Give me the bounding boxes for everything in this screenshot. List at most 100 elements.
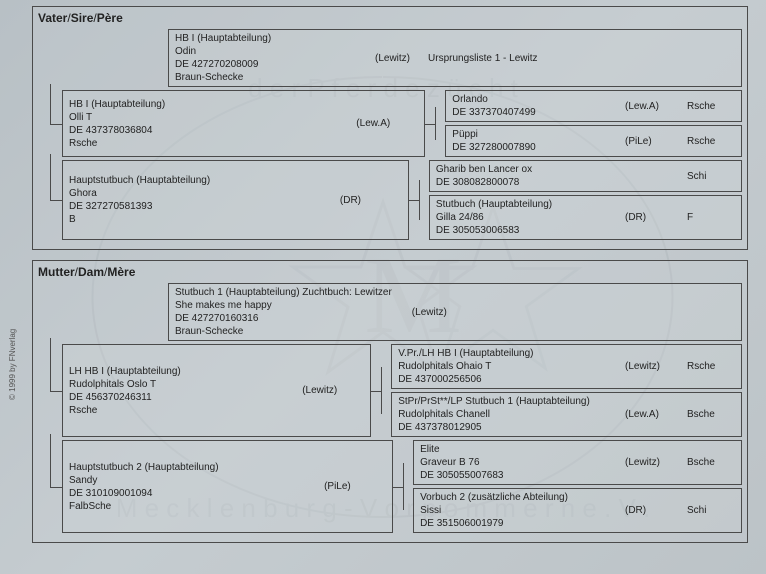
book: Hauptstutbuch (Hauptabteilung) [69,174,239,187]
stud: (Lewitz) [625,457,683,468]
name: Gharib ben Lancer ox [436,163,619,176]
color: FalbSche [69,500,239,513]
color: Rsche [69,404,239,417]
grandparent-box: Hauptstutbuch 2 (Hauptabteilung) Sandy D… [62,440,393,533]
id: DE 427270208009 [175,58,355,71]
color: Braun-Schecke [175,71,355,84]
dam-title: Mutter/Dam/Mère [38,265,135,279]
tree-connector [38,160,62,240]
stud: (Lew.A) [625,101,683,112]
tree-connector [409,160,429,240]
color: Rsche [687,136,735,147]
color: Rsche [69,137,239,150]
great-grandparent-box: Elite Graveur B 76 DE 305055007683 (Lewi… [413,440,742,485]
stud: (Lew.A) [356,118,414,129]
id: DE 337370407499 [452,106,619,119]
stud: (Lewitz) [625,361,683,372]
color: Rsche [687,101,735,112]
title-part: Sire [71,11,94,25]
color: Braun-Schecke [175,325,392,338]
id: DE 351506001979 [420,517,619,530]
name: Püppi [452,128,619,141]
stud: (PiLe) [625,136,683,147]
stud: (Lew.A) [625,409,683,420]
copyright-side-text: © 1999 by FNverlag [8,329,17,400]
name: Rudolphitals Chanell [398,408,619,421]
grandparent-box: Hauptstutbuch (Hauptabteilung) Ghora DE … [62,160,409,240]
tree-connector [38,90,62,157]
tree-connector [425,90,445,157]
color: Schi [687,505,735,516]
id: DE 437378036804 [69,124,239,137]
color: B [69,213,239,226]
id: DE 427270160316 [175,312,392,325]
grandparent-box: HB I (Hauptabteilung) Olli T DE 43737803… [62,90,425,157]
tree-connector [371,344,391,437]
id: DE 437000256506 [398,373,619,386]
book: Stutbuch (Hauptabteilung) [436,198,619,211]
dam-section: Mutter/Dam/Mère Stutbuch 1 (Hauptabteilu… [32,260,748,543]
book: Stutbuch 1 (Hauptabteilung) Zuchtbuch: L… [175,286,392,299]
great-grandparent-box: Orlando DE 337370407499 (Lew.A) Rsche [445,90,742,122]
book: Elite [420,443,619,456]
sire-section: Vater/Sire/Père HB I (Hauptabteilung) Od… [32,6,748,250]
name: Sissi [420,504,619,517]
tree-connector [38,344,62,437]
book: StPr/PrSt**/LP Stutbuch 1 (Hauptabteilun… [398,395,619,408]
id: DE 437378012905 [398,421,619,434]
name: Orlando [452,93,619,106]
id: DE 327270581393 [69,200,239,213]
stud: (DR) [625,212,683,223]
stud: (Lewitz) [302,385,360,396]
id: DE 305053006583 [436,224,619,237]
great-grandparent-box: Stutbuch (Hauptabteilung) Gilla 24/86 DE… [429,195,742,240]
great-grandparent-box: Gharib ben Lancer ox DE 308082800078 Sch… [429,160,742,192]
name: Sandy [69,474,239,487]
id: DE 305055007683 [420,469,619,482]
color: F [687,212,735,223]
book: HB I (Hauptabteilung) [175,32,355,45]
id: DE 327280007890 [452,141,619,154]
stud: (Lewitz) [375,53,410,64]
title-part: Mutter [38,265,75,279]
book: Hauptstutbuch 2 (Hauptabteilung) [69,461,239,474]
great-grandparent-box: V.Pr./LH HB I (Hauptabteilung) Rudolphit… [391,344,742,389]
name: Olli T [69,111,239,124]
dam-box: Stutbuch 1 (Hauptabteilung) Zuchtbuch: L… [168,283,742,341]
id: DE 308082800078 [436,176,619,189]
book: Vorbuch 2 (zusätzliche Abteilung) [420,491,619,504]
color: Schi [687,171,735,182]
stud: (DR) [625,505,683,516]
grandparent-box: LH HB I (Hauptabteilung) Rudolphitals Os… [62,344,371,437]
book: HB I (Hauptabteilung) [69,98,239,111]
title-part: Mère [107,265,135,279]
great-grandparent-box: Vorbuch 2 (zusätzliche Abteilung) Sissi … [413,488,742,533]
great-grandparent-box: StPr/PrSt**/LP Stutbuch 1 (Hauptabteilun… [391,392,742,437]
name: Rudolphitals Ohaio T [398,360,619,373]
title-part: Vater [38,11,67,25]
book: LH HB I (Hauptabteilung) [69,365,239,378]
name: Gilla 24/86 [436,211,619,224]
stud: (Lewitz) [412,307,447,318]
name: Odin [175,45,355,58]
color: Rsche [687,361,735,372]
title-part: Père [97,11,123,25]
book: V.Pr./LH HB I (Hauptabteilung) [398,347,619,360]
stud: (PiLe) [324,481,382,492]
origin: Ursprungsliste 1 - Lewitz [428,53,537,64]
stud: (DR) [340,195,398,206]
tree-connector [38,440,62,533]
great-grandparent-box: Püppi DE 327280007890 (PiLe) Rsche [445,125,742,157]
sire-title: Vater/Sire/Père [38,11,123,25]
title-part: Dam [78,265,104,279]
name: Rudolphitals Oslo T [69,378,239,391]
id: DE 310109001094 [69,487,239,500]
tree-connector [393,440,413,533]
id: DE 456370246311 [69,391,239,404]
name: Graveur B 76 [420,456,619,469]
color: Bsche [687,457,735,468]
sire-box: HB I (Hauptabteilung) Odin DE 4272702080… [168,29,742,87]
name: Ghora [69,187,239,200]
color: Bsche [687,409,735,420]
name: She makes me happy [175,299,392,312]
